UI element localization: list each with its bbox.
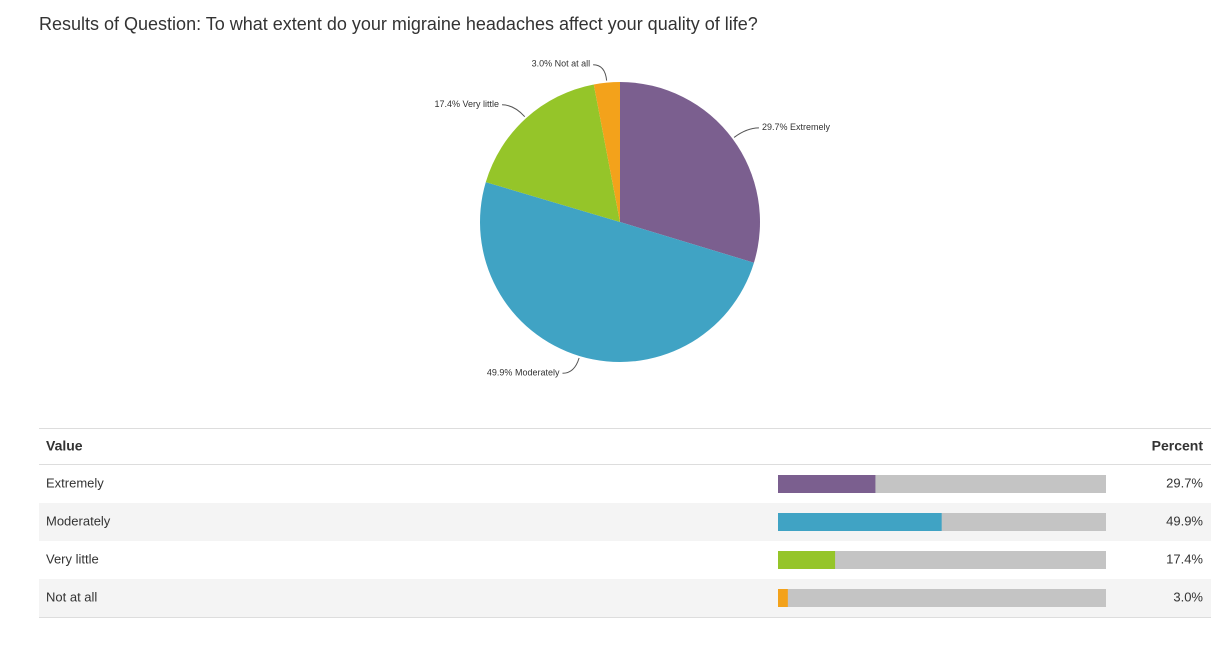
pie-slice	[593, 82, 620, 222]
row-label: Very little	[46, 551, 99, 566]
pie-slice	[485, 84, 620, 222]
pie-slice	[620, 82, 761, 263]
leader-line	[562, 357, 580, 374]
percent-bar	[778, 475, 876, 493]
percent-bar	[778, 589, 788, 607]
column-header: Percent	[1152, 438, 1204, 454]
pie-chart: 29.7% Extremely 49.9% Moderately 17.4% Ver…	[434, 59, 830, 378]
row-label: Moderately	[46, 513, 111, 528]
percent-bar	[778, 551, 836, 569]
slice-percent: 3.0%	[532, 59, 553, 69]
results-table: Value Percent Extremely 29.7% Moderately 49…	[39, 428, 1211, 618]
slice-percent: 49.9%	[487, 368, 513, 378]
question-title: Results of Question: To what extent do y…	[39, 14, 758, 34]
slice-percent: 29.7%	[762, 122, 788, 132]
row-label: Not at all	[46, 589, 97, 604]
slice-label: 17.4% Very little	[434, 99, 499, 109]
row-percent: 3.0%	[1173, 589, 1203, 604]
leader-line	[502, 104, 526, 118]
bar-track	[778, 551, 1106, 569]
leader-line	[593, 64, 608, 81]
row-percent: 17.4%	[1166, 551, 1203, 566]
row-percent: 29.7%	[1166, 475, 1203, 490]
row-label: Extremely	[46, 475, 104, 490]
slice-category: Not at all	[555, 59, 591, 69]
slice-label: 29.7% Extremely	[762, 122, 831, 132]
slice-category: Very little	[463, 99, 500, 109]
pie-slice	[480, 182, 754, 362]
percent-bar	[778, 513, 942, 531]
slice-category: Moderately	[515, 368, 560, 378]
slice-category: Extremely	[790, 122, 831, 132]
leader-line	[733, 127, 759, 138]
column-header: Value	[46, 438, 83, 454]
row-percent: 49.9%	[1166, 513, 1203, 528]
slice-percent: 17.4%	[434, 99, 460, 109]
slice-label: 49.9% Moderately	[487, 368, 560, 378]
bar-track	[778, 589, 1106, 607]
slice-label: 3.0% Not at all	[532, 59, 591, 69]
